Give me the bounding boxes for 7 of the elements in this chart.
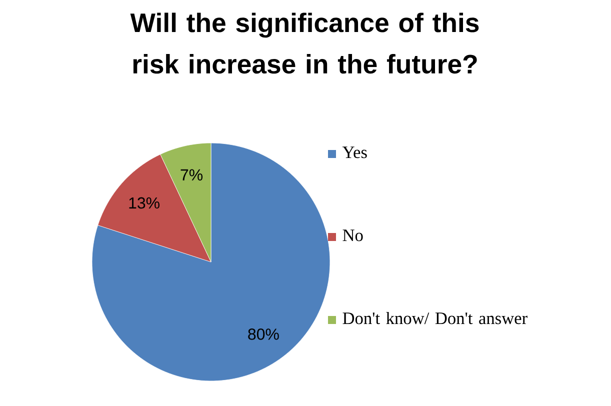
chart-title: Will the significance of this risk increase in the future?: [130, 12, 479, 74]
data-label: 7%: [180, 169, 203, 180]
data-label: 13%: [129, 197, 160, 209]
data-label: 80%: [248, 328, 279, 340]
legend-label: No: [342, 230, 363, 242]
legend-label: Yes: [342, 146, 367, 158]
legend-label: Don't know/ Don't answer: [342, 312, 528, 324]
